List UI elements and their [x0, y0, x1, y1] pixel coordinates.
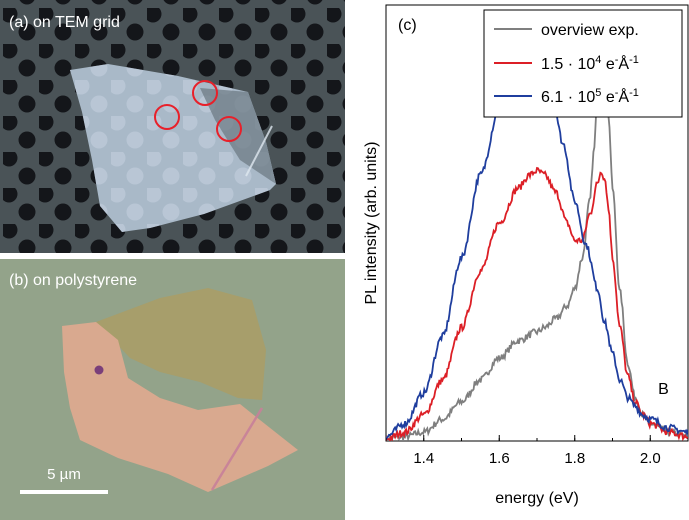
- legend: overview exp. 1.5 · 104 e-Å-1 6.1 · 105 …: [483, 9, 683, 118]
- legend-entry-low-dose: 1.5 · 104 e-Å-1: [541, 54, 639, 73]
- x-axis-label: energy (eV): [495, 490, 579, 507]
- marker-circle: [216, 116, 242, 142]
- panel-a-label: (a) on TEM grid: [9, 14, 120, 31]
- flake-b-thin: [62, 322, 298, 492]
- panel-c-label: (c): [398, 17, 417, 34]
- series-line-low_dose: [386, 166, 688, 441]
- legend-entry-overview: overview exp.: [541, 22, 639, 39]
- x-tick-label: 1.4: [413, 450, 434, 467]
- peak-label: B: [658, 381, 669, 398]
- y-axis-label: PL intensity (arb. units): [363, 141, 380, 304]
- marker-circle: [154, 104, 180, 130]
- x-tick-label: 1.8: [564, 450, 585, 467]
- marker-circle: [192, 80, 218, 106]
- panel-b-micrograph: [0, 259, 345, 520]
- scale-bar-label: 5 µm: [47, 466, 81, 483]
- panel-b-label: (b) on polystyrene: [9, 272, 137, 289]
- x-tick-label: 1.6: [489, 450, 510, 467]
- panel-a-micrograph: [0, 0, 345, 253]
- legend-entry-high-dose: 6.1 · 105 e-Å-1: [541, 87, 639, 106]
- x-ticks: 1.4 1.6 1.8 2.0: [385, 435, 689, 467]
- scale-bar: [20, 490, 108, 494]
- x-tick-label: 2.0: [640, 450, 661, 467]
- panel-c-chart: (c) 1.41.61.82.0 ABA0B energy (eV) PL in…: [363, 4, 689, 507]
- flake-b-thick: [96, 288, 266, 400]
